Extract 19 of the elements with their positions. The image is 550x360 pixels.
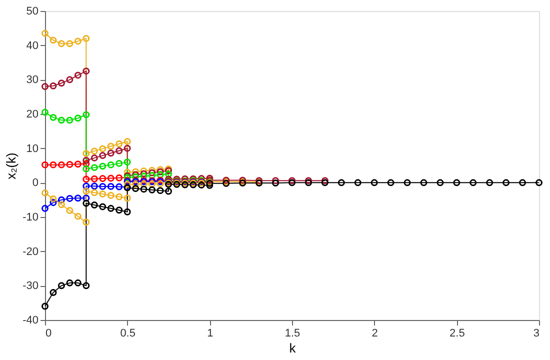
y-tick-label: -30 [22, 280, 38, 292]
x-tick-label: 2.5 [450, 328, 465, 340]
x-tick-label: 0 [46, 328, 52, 340]
y-tick-label: -40 [22, 314, 38, 326]
x-axis-title: k [289, 340, 296, 356]
y-tick-label: 40 [26, 40, 38, 52]
x-tick-label: 1 [207, 328, 214, 340]
y-axis-title: x₂(k) [4, 152, 19, 180]
x-tick-label: 2 [372, 328, 378, 340]
y-tick-label: 20 [26, 108, 38, 120]
x-tick-label: 3 [533, 328, 540, 340]
y-tick-label: 50 [26, 6, 38, 18]
x-tick-label: 1.5 [284, 328, 300, 340]
y-tick-label: 30 [26, 74, 38, 86]
x-tick-label: 0.5 [120, 328, 136, 340]
y-tick-label: -10 [22, 212, 38, 224]
y-tick-label: 10 [26, 142, 38, 155]
y-tick-label: -20 [22, 246, 38, 258]
y-tick-label: 0 [32, 177, 38, 190]
